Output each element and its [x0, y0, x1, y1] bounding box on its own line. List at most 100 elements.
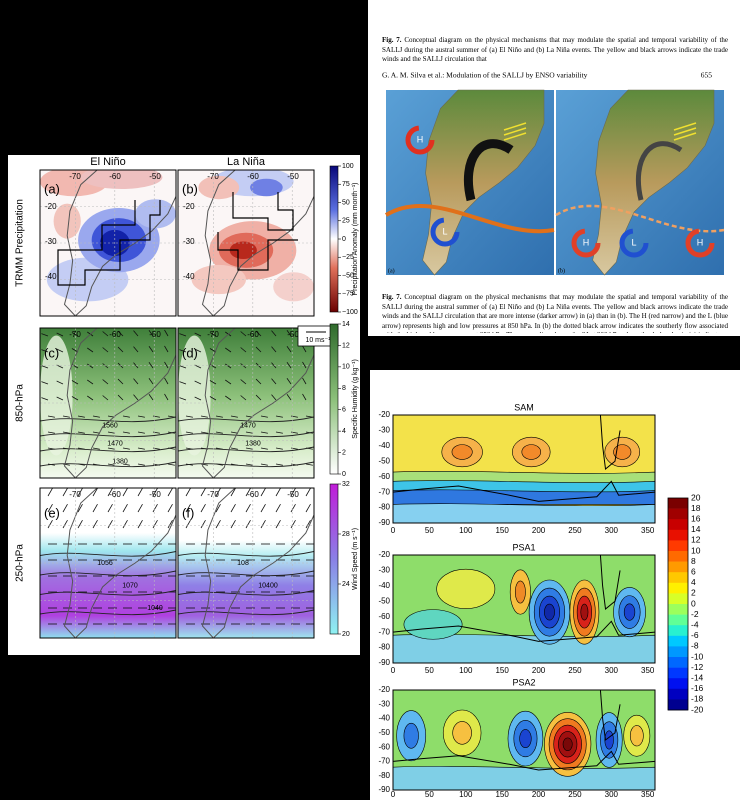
colorbar-segment	[668, 551, 688, 562]
contour	[178, 570, 314, 577]
anomaly-area	[135, 199, 176, 229]
lon-tick-label: -50	[287, 490, 299, 499]
lat-tick-label: -30	[45, 237, 57, 246]
wind-vector	[92, 520, 98, 529]
panel-label: (c)	[44, 345, 59, 360]
wind-vector	[275, 447, 283, 450]
lon-tick-label: -60	[109, 330, 121, 339]
trade-wind	[673, 127, 697, 136]
wind-vector	[185, 431, 193, 434]
mode-panel: PSA2 -20 -30 -40 -50 -60 -70 -80 -900 50 100 150 200…	[378, 677, 656, 799]
colorbar-segment	[668, 688, 688, 700]
lon-tick-label: 300	[605, 666, 619, 675]
contour	[40, 570, 176, 577]
wind-vector	[302, 345, 307, 353]
wind-vector	[225, 347, 232, 353]
wind-vector	[152, 520, 158, 529]
colorbar-tick-label: -6	[691, 630, 699, 640]
colorbar-segment	[668, 657, 688, 668]
wind-vector	[92, 488, 98, 497]
lon-tick-label: 0	[391, 790, 396, 799]
lon-tick-label: 150	[495, 666, 509, 675]
wind-vector	[230, 520, 236, 529]
coastline	[599, 415, 621, 470]
wind-vector	[245, 463, 253, 466]
wind-vector	[271, 378, 277, 385]
wind-vector	[133, 362, 139, 369]
wind-vector	[148, 330, 154, 337]
wind-vector	[41, 381, 49, 385]
anomaly-area	[53, 203, 81, 239]
panel-label: (e)	[44, 505, 60, 520]
wind-vector	[92, 415, 100, 418]
anomaly-area	[80, 170, 163, 189]
wind-vector	[148, 378, 154, 385]
wind-vector	[148, 394, 154, 401]
colorbar-label: Wind Speed (m s⁻¹)	[352, 528, 359, 590]
wind-vector	[92, 447, 100, 450]
lat-tick-label: -40	[183, 272, 195, 281]
wind-vector	[56, 332, 64, 337]
wind-vector	[194, 332, 202, 337]
colorbar-tick-label: 20	[691, 492, 701, 502]
mode-content	[393, 555, 655, 663]
wind-vector	[290, 488, 296, 497]
wind-vector	[179, 349, 187, 353]
colorbar-tick-label: -12	[691, 662, 704, 672]
wind-vector	[117, 346, 124, 353]
wind-vector	[194, 380, 202, 385]
wind-vector	[164, 329, 169, 337]
field-contour	[452, 721, 472, 745]
wind-vector	[107, 520, 113, 529]
colorbar-tick-label: 0	[342, 236, 346, 243]
wind-vector	[305, 488, 311, 497]
lon-tick-label: -60	[247, 490, 259, 499]
lat-tick-label: -50	[378, 456, 390, 465]
colorbar-tick-label: −25	[342, 254, 354, 261]
trade-wind	[503, 127, 527, 136]
wind-vector	[87, 363, 94, 369]
contour-label: 1470	[107, 440, 123, 447]
contour	[178, 551, 314, 557]
wind-vector	[260, 520, 266, 529]
wind-vector	[179, 365, 187, 369]
wind-vector	[71, 332, 79, 337]
scale-label: 10 ms⁻¹	[305, 337, 331, 344]
wind-vector	[194, 396, 202, 401]
wind-vector	[167, 488, 173, 497]
lon-tick-label: -50	[149, 490, 161, 499]
colorbar-tick-label: 4	[342, 428, 346, 435]
panel-frame	[392, 414, 656, 524]
contour	[178, 446, 314, 453]
wind-vector	[275, 415, 283, 418]
wind-vector	[290, 520, 296, 529]
wind-vector	[102, 395, 109, 401]
wind-vector	[271, 330, 277, 337]
pressure-letter: L	[442, 226, 447, 236]
wind-vector	[215, 520, 221, 529]
colorbar-tick-label: 25	[342, 218, 350, 225]
coastline	[202, 488, 314, 638]
colorbar-segment	[668, 508, 688, 520]
wind-vector	[230, 504, 236, 513]
contour	[40, 609, 176, 616]
field-contour	[580, 603, 589, 621]
wind-vector	[185, 504, 191, 513]
panel-frame	[392, 689, 656, 791]
colorbar-tick-label: -18	[691, 694, 704, 704]
region-box	[217, 192, 298, 271]
field-contour	[623, 603, 636, 621]
wind-vector	[260, 447, 268, 450]
lon-tick-label: 200	[532, 666, 546, 675]
wind-vector	[255, 346, 262, 353]
anomaly-area	[250, 178, 283, 197]
wind-vector	[225, 379, 232, 385]
lat-tick-label: -40	[378, 581, 390, 590]
colorbar-tick-label: −50	[342, 272, 354, 279]
lat-tick-label: -60	[378, 472, 390, 481]
coastline	[599, 555, 621, 610]
colorbar-label: Precipitation Anomaly (mm month⁻¹)	[352, 182, 359, 295]
colorbar-tick-label: 32	[342, 481, 350, 488]
lon-tick-label: 0	[391, 526, 396, 535]
wind-vector	[240, 379, 247, 385]
